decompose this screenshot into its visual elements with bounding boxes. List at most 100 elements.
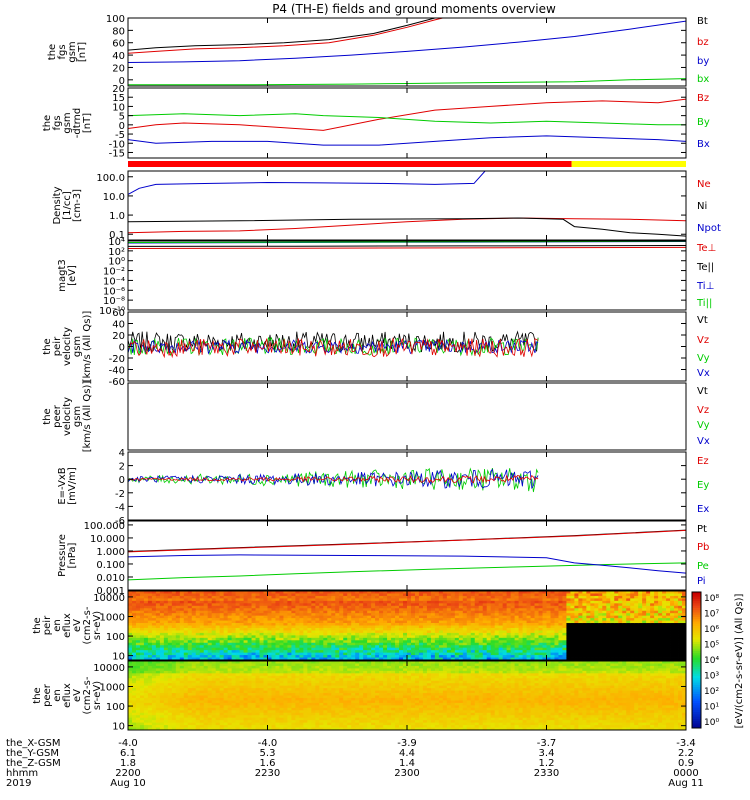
- heatmap-cell: [598, 618, 603, 621]
- heatmap-cell: [379, 627, 384, 631]
- heatmap-cell: [171, 637, 177, 641]
- heatmap-cell: [191, 700, 197, 704]
- heatmap-cell: [490, 605, 496, 609]
- heatmap-cell: [128, 685, 133, 689]
- heatmap-cell: [315, 645, 320, 649]
- heatmap-cell: [307, 635, 312, 639]
- heatmap-cell: [534, 600, 539, 604]
- heatmap-cell: [191, 618, 197, 621]
- heatmap-cell: [574, 645, 579, 649]
- heatmap-cell: [139, 673, 145, 677]
- heatmap-cell: [259, 591, 264, 594]
- heatmap-cell: [163, 637, 169, 641]
- heatmap-cell: [558, 632, 563, 636]
- heatmap-cell: [147, 725, 153, 728]
- heatmap-cell: [319, 620, 324, 624]
- heatmap-cell: [678, 652, 683, 656]
- heatmap-cell: [410, 613, 416, 617]
- heatmap-cell: [231, 652, 237, 656]
- heatmap-cell: [546, 593, 551, 597]
- heatmap-cell: [167, 637, 173, 641]
- heatmap-cell: [407, 618, 412, 621]
- heatmap-cell: [151, 705, 157, 709]
- heatmap-cell: [347, 630, 352, 634]
- heatmap-cell: [486, 600, 492, 604]
- heatmap-cell: [275, 593, 280, 597]
- heatmap-cell: [486, 637, 492, 641]
- heatmap-cell: [171, 678, 177, 682]
- heatmap-cell: [578, 650, 583, 653]
- heatmap-cell: [474, 647, 480, 651]
- heatmap-cell: [211, 712, 217, 716]
- heatmap-cell: [315, 637, 320, 641]
- heatmap-cell: [646, 593, 651, 597]
- heatmap-cell: [658, 605, 663, 609]
- heatmap-cell: [315, 640, 320, 644]
- heatmap-cell: [339, 627, 344, 631]
- heatmap-cell: [450, 647, 456, 651]
- heatmap-cell: [642, 650, 647, 653]
- heatmap-cell: [355, 613, 360, 617]
- heatmap-cell: [546, 613, 551, 617]
- heatmap-cell: [159, 595, 165, 599]
- heatmap-cell: [662, 652, 667, 656]
- heatmap-cell: [331, 645, 336, 649]
- heatmap-cell: [351, 605, 356, 609]
- heatmap-cell: [506, 603, 512, 607]
- heatmap-cell: [279, 610, 284, 614]
- heatmap-cell: [407, 637, 412, 641]
- heatmap-cell: [175, 642, 181, 646]
- heatmap-cell: [642, 632, 647, 636]
- heatmap-cell: [570, 610, 575, 614]
- heatmap-cell: [530, 600, 535, 604]
- heatmap-cell: [347, 647, 352, 651]
- heatmap-cell: [450, 640, 456, 644]
- heatmap-cell: [323, 608, 328, 612]
- heatmap-cell: [375, 598, 380, 602]
- heatmap-cell: [367, 642, 372, 646]
- heatmap-cell: [578, 605, 583, 609]
- heatmap-cell: [474, 657, 480, 660]
- heatmap-cell: [574, 625, 579, 629]
- heatmap-cell: [602, 620, 607, 624]
- legend-entry: Vx: [697, 436, 710, 447]
- heatmap-cell: [199, 645, 205, 649]
- heatmap-cell: [128, 605, 133, 609]
- heatmap-cell: [638, 605, 643, 609]
- heatmap-cell: [203, 595, 209, 599]
- heatmap-cell: [550, 655, 555, 658]
- heatmap-cell: [135, 657, 141, 660]
- heatmap-cell: [139, 675, 145, 679]
- heatmap-cell: [666, 608, 671, 612]
- heatmap-cell: [638, 655, 643, 658]
- heatmap-cell: [614, 615, 619, 619]
- heatmap-cell: [586, 618, 591, 621]
- series-line-Pt: [128, 529, 686, 552]
- y-tick-label: 0.100: [96, 560, 125, 571]
- heatmap-cell: [538, 640, 543, 644]
- heatmap-cell: [187, 595, 193, 599]
- heatmap-cell: [267, 642, 272, 646]
- heatmap-cell: [658, 635, 663, 639]
- heatmap-cell: [375, 642, 380, 646]
- heatmap-cell: [518, 608, 523, 612]
- heatmap-cell: [171, 591, 177, 594]
- heatmap-cell: [618, 608, 623, 612]
- heatmap-cell: [542, 605, 547, 609]
- heatmap-cell: [450, 637, 456, 641]
- heatmap-cell: [387, 608, 392, 612]
- heatmap-cell: [171, 717, 177, 721]
- heatmap-cell: [143, 720, 149, 723]
- heatmap-cell: [458, 603, 464, 607]
- heatmap-cell: [131, 615, 137, 619]
- heatmap-cell: [147, 642, 153, 646]
- heatmap-cell: [442, 618, 448, 621]
- heatmap-cell: [458, 657, 464, 660]
- heatmap-cell: [407, 655, 412, 658]
- heatmap-cell: [303, 593, 308, 597]
- heatmap-cell: [207, 668, 213, 672]
- heatmap-cell: [474, 591, 480, 594]
- heatmap-cell: [207, 675, 213, 679]
- heatmap-cell: [347, 632, 352, 636]
- heatmap-cell: [618, 640, 623, 644]
